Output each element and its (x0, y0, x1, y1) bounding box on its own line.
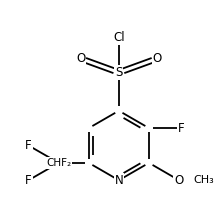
Text: N: N (114, 174, 123, 187)
Text: S: S (115, 66, 123, 79)
Text: CH₃: CH₃ (194, 175, 214, 185)
Text: F: F (178, 122, 185, 135)
Text: F: F (25, 174, 32, 187)
Text: Cl: Cl (113, 31, 125, 44)
Text: CHF₂: CHF₂ (46, 158, 71, 168)
Text: O: O (152, 52, 162, 65)
Text: O: O (174, 174, 184, 187)
Text: O: O (76, 52, 85, 65)
Text: F: F (25, 139, 32, 152)
